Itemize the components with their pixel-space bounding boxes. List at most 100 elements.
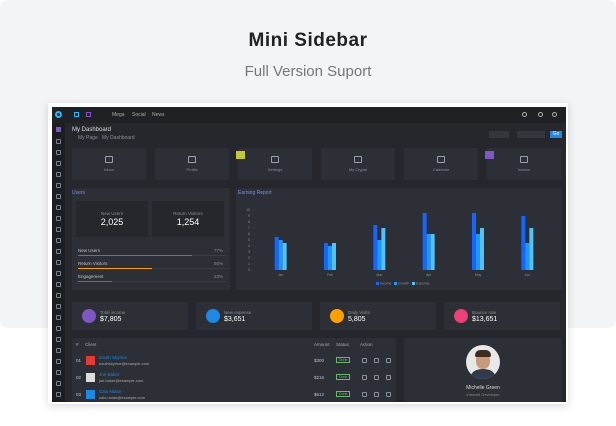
card-label: Invoice — [517, 167, 531, 172]
y-tick-label: 4 — [248, 244, 250, 248]
nav-icon[interactable] — [74, 112, 79, 117]
nav-item[interactable]: Social — [132, 112, 146, 118]
card-label: Profile — [186, 167, 198, 172]
x-tick-label: Mar — [376, 273, 383, 277]
table-header: Client — [85, 342, 97, 347]
row-action[interactable] — [386, 392, 391, 397]
row-status: Done — [336, 357, 351, 363]
card[interactable] — [404, 148, 478, 180]
sidebar-icon — [56, 315, 61, 320]
row-amount: $216 — [314, 375, 325, 380]
sidebar-icon — [56, 139, 61, 144]
sidebar-icon — [56, 249, 61, 254]
bar — [476, 234, 480, 270]
y-tick-label: 10 — [246, 208, 250, 212]
row-action[interactable] — [362, 358, 367, 363]
y-tick-label: 5 — [248, 238, 250, 242]
sidebar-icon — [56, 161, 61, 166]
row-action[interactable] — [374, 358, 379, 363]
summary-value: 5,805 — [348, 316, 366, 323]
row-name[interactable]: Calo Nolan — [99, 389, 122, 394]
row-action[interactable] — [362, 392, 367, 397]
progress-label: Engagement — [78, 274, 104, 279]
summary-icon — [330, 309, 344, 323]
bar — [381, 228, 386, 270]
row-amount: $612 — [314, 392, 325, 397]
sidebar-icon — [56, 282, 61, 287]
row-email: joe.baker@example.com — [99, 378, 144, 383]
row-avatar — [86, 390, 95, 399]
users-title: Users — [72, 190, 86, 196]
row-email: calo.nolan@example.com — [99, 395, 146, 400]
sidebar-icon — [56, 293, 61, 298]
summary-label: Daily Visits — [348, 310, 370, 315]
progress-value: 23% — [214, 274, 224, 279]
row-avatar — [86, 373, 95, 382]
profile-name: Michelle Green — [466, 385, 500, 391]
y-tick-label: 0 — [248, 268, 250, 272]
y-tick-label: 3 — [248, 250, 250, 254]
subtitle: Full Version Suport — [244, 63, 372, 80]
row-action[interactable] — [374, 392, 379, 397]
sidebar-icon — [56, 304, 61, 309]
sidebar-icon — [56, 194, 61, 199]
dashboard: My Dashboard My Page My Dashboard Go Use… — [52, 107, 566, 402]
progress-track — [78, 281, 226, 282]
card[interactable] — [487, 148, 561, 180]
sidebar-icon — [56, 381, 61, 386]
row-name[interactable]: South Skyrine — [99, 355, 128, 360]
bar — [426, 234, 431, 270]
select[interactable] — [489, 131, 509, 138]
select[interactable] — [517, 131, 545, 138]
breadcrumb[interactable]: My Page — [78, 135, 98, 141]
profile-role: Intracell Developer — [466, 392, 500, 397]
y-tick-label: 7 — [248, 226, 250, 230]
table-header: Status — [336, 342, 349, 347]
legend-label: Income — [380, 281, 392, 285]
row-action[interactable] — [386, 375, 391, 380]
row-action[interactable] — [374, 375, 379, 380]
summary-value: $3,651 — [224, 316, 246, 323]
progress-fill — [78, 255, 192, 256]
card[interactable] — [321, 148, 395, 180]
nav-icon[interactable] — [86, 112, 91, 117]
sidebar — [52, 107, 65, 402]
x-tick-label: Jan — [278, 273, 284, 277]
table-header: Amount — [314, 342, 330, 347]
stat-value: 1,254 — [176, 217, 200, 227]
bar — [278, 240, 283, 270]
bar — [529, 228, 534, 270]
row-action[interactable] — [362, 375, 367, 380]
summary-value: $13,651 — [472, 316, 498, 323]
card[interactable] — [238, 148, 312, 180]
row-name[interactable]: Joe Baker — [99, 372, 120, 377]
legend-swatch — [412, 282, 415, 285]
nav-item[interactable]: News — [152, 112, 165, 118]
top-icon[interactable] — [522, 112, 527, 117]
progress-fill — [78, 281, 113, 282]
sidebar-icon — [56, 326, 61, 331]
x-tick-label: Jun — [525, 273, 531, 277]
summary-icon — [206, 309, 220, 323]
bar — [521, 216, 526, 270]
nav-item[interactable]: Mega — [112, 112, 125, 118]
row-action[interactable] — [386, 358, 391, 363]
card[interactable] — [155, 148, 229, 180]
row-email: southskyrine@example.com — [99, 361, 150, 366]
sidebar-icon — [56, 183, 61, 188]
table-header: Action — [360, 342, 373, 347]
breadcrumb[interactable]: My Dashboard — [102, 135, 135, 141]
y-tick-label: 2 — [248, 256, 250, 260]
bar — [328, 246, 332, 270]
go-button[interactable]: Go — [550, 131, 562, 138]
card-label: My Crypto — [348, 167, 368, 172]
card-icon — [520, 156, 528, 163]
summary-label: Bounce rate — [472, 310, 497, 315]
top-icon[interactable] — [538, 112, 543, 117]
stat-label: New Users — [100, 211, 123, 216]
top-icon[interactable] — [552, 112, 557, 117]
chart: 0 1 2 3 4 5 6 7 8 9 10 Jan Feb Mar Apr May Jun Income Grow… — [246, 208, 534, 285]
bar — [377, 240, 382, 270]
card[interactable] — [72, 148, 146, 180]
